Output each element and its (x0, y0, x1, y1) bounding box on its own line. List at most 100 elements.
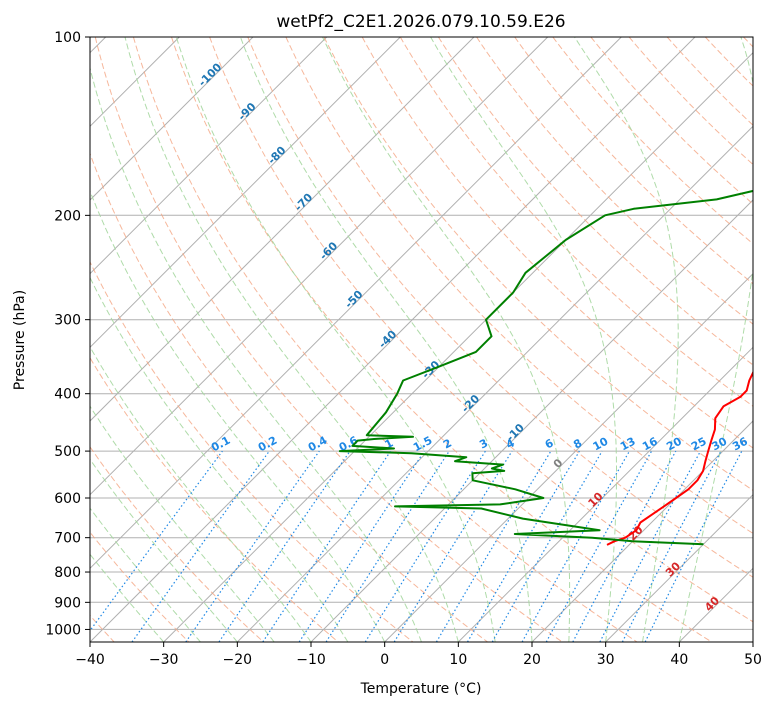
moist-adiabat (90, 276, 349, 642)
dry-adiabat (132, 37, 638, 642)
isotherm-line (678, 567, 753, 642)
mixing-ratio-line (185, 450, 320, 642)
moist-adiabat (90, 553, 165, 642)
y-tick-label: 800 (54, 565, 81, 581)
dry-adiabat (171, 37, 712, 642)
x-tick-label: 40 (670, 652, 688, 668)
moist-adiabat (574, 37, 679, 642)
mixing-ratio-line (364, 450, 486, 642)
x-tick-label: −40 (75, 652, 105, 668)
dry-adiabat (628, 37, 753, 166)
isotherm-line (90, 37, 254, 201)
dry-adiabat (90, 531, 190, 642)
moist-adiabat (90, 65, 422, 642)
plot-frame (89, 36, 754, 643)
x-axis-label: Temperature (°C) (360, 681, 482, 697)
mixing-ratio-line (298, 450, 425, 642)
dry-adiabat (361, 37, 753, 449)
isotherm-label: -40 (376, 327, 399, 350)
isotherm-label: -90 (235, 100, 258, 123)
y-axis: 100 200 300 400 500 600 700 800 900 1000 (45, 30, 90, 638)
isotherm-label: -20 (459, 392, 482, 415)
x-tick-label: 10 (449, 652, 467, 668)
isotherm-line (310, 199, 753, 642)
y-axis-label: Pressure (hPa) (12, 290, 28, 390)
dry-adiabat (247, 37, 753, 578)
dry-adiabat (94, 37, 563, 642)
moist-adiabat (90, 507, 201, 642)
moist-adiabat (322, 37, 571, 642)
mixing-ratio-line (393, 450, 513, 642)
mixing-ratio-line (90, 450, 223, 632)
mixing-ratio-label: 13 (618, 435, 638, 454)
moist-adiabat (430, 37, 617, 642)
mixing-ratio-line (435, 450, 552, 642)
y-tick-label: 1000 (45, 622, 81, 638)
y-tick-label: 900 (54, 595, 81, 611)
y-tick-label: 400 (54, 387, 81, 403)
dry-adiabat (514, 37, 753, 285)
chart-title: wetPf2_C2E1.2026.079.10.59.E26 (276, 12, 565, 32)
mixing-ratio-line (262, 450, 392, 642)
moist-adiabat (90, 458, 238, 642)
y-tick-label: 300 (54, 313, 81, 329)
isotherm-line (90, 37, 328, 275)
mixing-ratio-line (545, 450, 653, 642)
mixing-ratio-label: 36 (730, 435, 750, 454)
mixing-ratio-line (325, 450, 450, 642)
moist-adiabat (90, 189, 386, 642)
x-axis: −40 −30 −20 −10 0 10 20 30 40 50 (75, 642, 762, 668)
mixing-ratio-label: 6 (543, 436, 556, 451)
dry-adiabat (743, 37, 753, 48)
y-tick-label: 600 (54, 491, 81, 507)
isotherm-label: -70 (292, 190, 315, 213)
dry-adiabat (666, 37, 753, 126)
dry-adiabat (476, 37, 753, 325)
x-tick-label: −20 (223, 652, 253, 668)
isotherm-line (90, 37, 401, 349)
isotherm-line (90, 37, 475, 422)
isotherm-label: 30 (663, 559, 683, 579)
y-tick-label: 500 (54, 444, 81, 460)
moist-adiabat (678, 37, 753, 642)
isotherm-line (163, 51, 753, 642)
series-dewpoint (338, 189, 753, 546)
mixing-ratio-line (572, 450, 677, 642)
x-tick-label: 0 (380, 652, 389, 668)
mixing-ratio-line (644, 450, 743, 642)
dry-adiabat (590, 37, 753, 205)
isotherm-line (90, 37, 622, 570)
isotherm-line (90, 37, 549, 496)
x-tick-label: −30 (149, 652, 179, 668)
isotherm-line (384, 272, 753, 642)
x-tick-label: −10 (296, 652, 326, 668)
isotherm-line (752, 641, 753, 642)
mixing-ratio-line (466, 450, 580, 642)
dry-adiabat (704, 37, 753, 87)
dry-adiabat (552, 37, 753, 245)
moist-adiabat (175, 37, 496, 642)
x-tick-label: 20 (523, 652, 541, 668)
x-tick-label: 30 (597, 652, 615, 668)
y-tick-label: 700 (54, 531, 81, 547)
y-tick-label: 200 (54, 208, 81, 224)
moist-adiabat (124, 37, 459, 642)
isotherm-line (605, 493, 753, 642)
isotherm-label: -50 (342, 288, 365, 311)
mixing-ratio-label: 25 (689, 435, 709, 454)
mixing-ratio-line (521, 450, 631, 642)
mixing-ratio-label: 16 (640, 435, 660, 454)
y-tick-label: 100 (54, 30, 81, 46)
dry-adiabat (437, 37, 753, 366)
mixing-ratio-line (218, 450, 351, 642)
mixing-ratio-label: 3 (477, 436, 490, 451)
mixing-ratio-label: 10 (591, 435, 611, 454)
isotherm-label: 40 (702, 594, 722, 614)
isotherm-label: 10 (586, 490, 606, 510)
dry-adiabat (90, 446, 264, 642)
isotherm-line (236, 125, 753, 642)
mixing-ratio-label: 2 (441, 436, 454, 451)
dry-adiabat (399, 37, 753, 407)
dry-adiabat (90, 356, 339, 642)
